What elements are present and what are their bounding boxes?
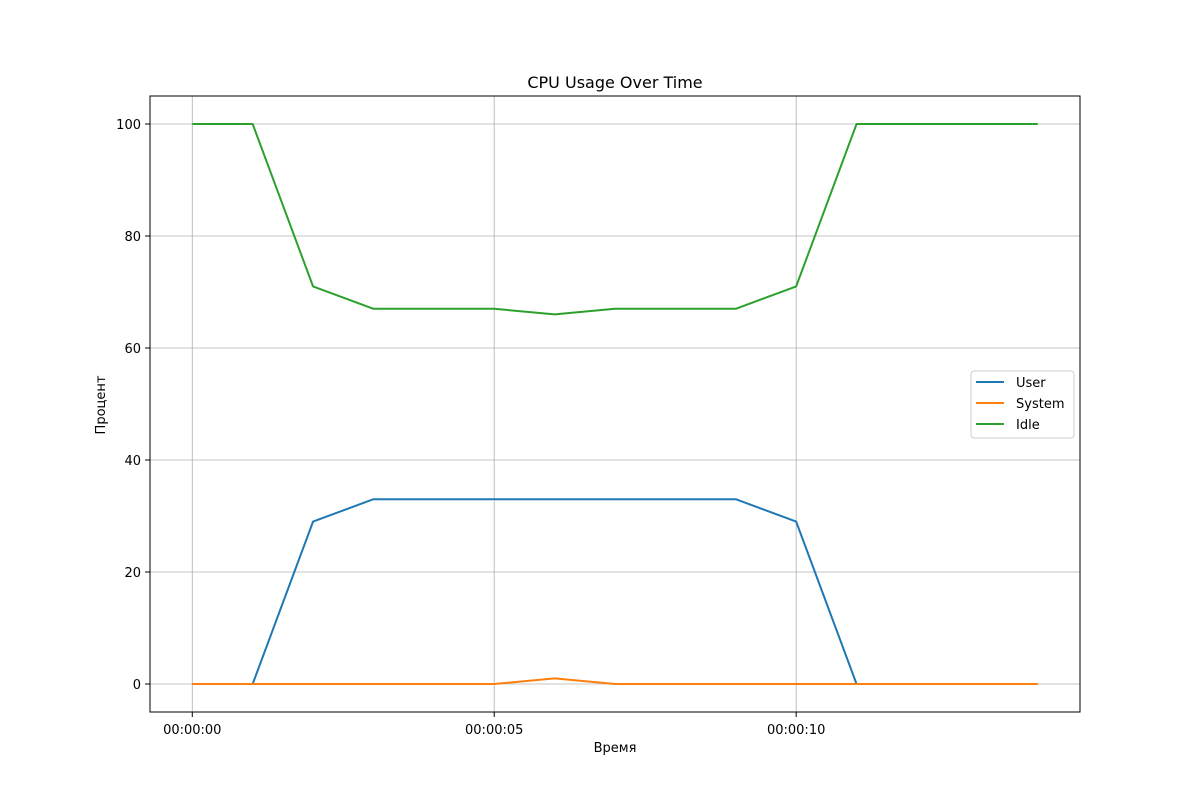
- y-tick-label: 100: [116, 118, 141, 133]
- x-tick-label: 00:00:00: [163, 723, 221, 738]
- legend-label-user: User: [1016, 376, 1046, 391]
- y-tick-label: 40: [124, 454, 141, 469]
- legend: User System Idle: [970, 370, 1075, 439]
- y-axis-title: Процент: [94, 375, 109, 434]
- legend-box: [970, 370, 1075, 439]
- x-tick-label: 00:00:10: [767, 723, 825, 738]
- y-tick-label: 20: [124, 566, 141, 581]
- legend-label-idle: Idle: [1016, 418, 1040, 433]
- series-line-idle: [192, 123, 1038, 316]
- series-lines: [192, 123, 1038, 685]
- axis-ticks: 00:00:00 00:00:05 00:00:10 0 20 40 60 80 100: [116, 118, 825, 738]
- y-tick-label: 0: [133, 678, 141, 693]
- plot-area-frame: [149, 95, 1081, 713]
- x-tick-label: 00:00:05: [465, 723, 523, 738]
- x-axis-title: Время: [594, 741, 637, 756]
- series-line-system: [192, 677, 1038, 685]
- y-tick-label: 80: [124, 230, 141, 245]
- legend-label-system: System: [1016, 397, 1064, 412]
- chart-title: CPU Usage Over Time: [527, 73, 702, 92]
- y-tick-label: 60: [124, 342, 141, 357]
